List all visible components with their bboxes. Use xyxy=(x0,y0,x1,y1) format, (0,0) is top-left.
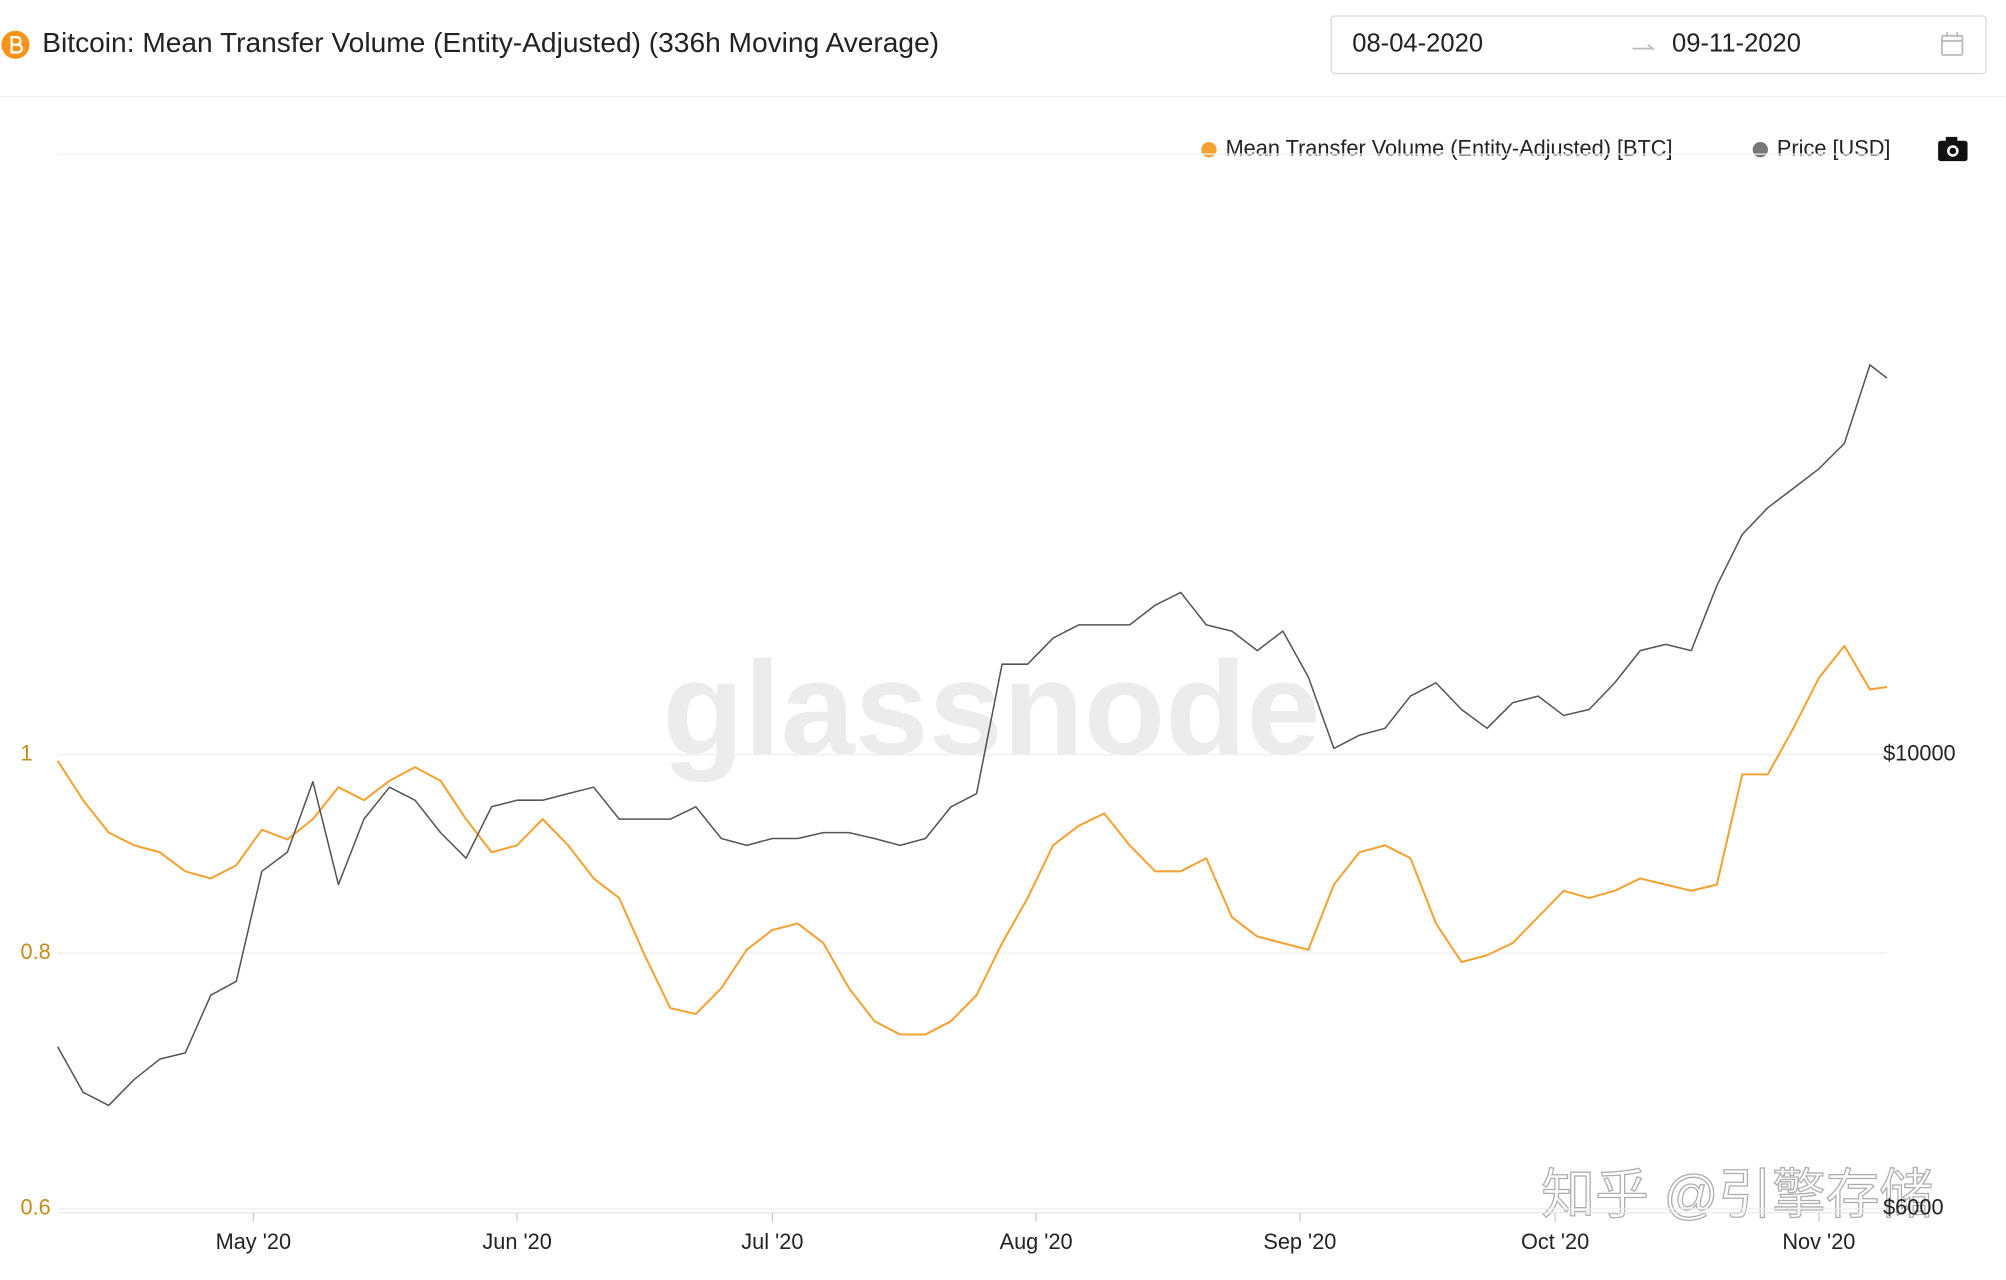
x-tick-label: Jul '20 xyxy=(741,1229,803,1254)
y-tick-label: 1 xyxy=(21,740,33,765)
y-tick-label: 0.8 xyxy=(21,939,51,964)
date-start[interactable]: 08-04-2020 xyxy=(1352,30,1483,58)
header: Bitcoin: Mean Transfer Volume (Entity-Ad… xyxy=(0,15,2006,98)
range-arrow xyxy=(1632,44,1656,50)
legend-label: Mean Transfer Volume (Entity-Adjusted) [… xyxy=(1226,135,1673,160)
x-tick-label: Sep '20 xyxy=(1263,1229,1336,1254)
x-tick-label: Aug '20 xyxy=(1000,1229,1073,1254)
camera-icon[interactable] xyxy=(1938,136,1968,162)
watermark: glassnode xyxy=(663,635,1321,783)
x-tick-label: Oct '20 xyxy=(1521,1229,1589,1254)
plot-area: glassnode 知乎 @引擎存储 0.6 0.8 1 $6000 $10000 May '… xyxy=(21,153,1956,1254)
legend-label: Price [USD] xyxy=(1777,135,1891,160)
series-line xyxy=(56,644,1888,1036)
series-line xyxy=(56,364,1888,1107)
calendar-icon[interactable] xyxy=(1941,31,1964,56)
x-tick-label: Jun '20 xyxy=(482,1229,551,1254)
y2-tick-label: $10000 xyxy=(1883,740,1956,765)
x-tick-label: May '20 xyxy=(216,1229,291,1254)
x-tick-label: Nov '20 xyxy=(1782,1229,1855,1254)
date-range-picker[interactable] xyxy=(1330,15,1987,75)
legend-swatch xyxy=(1752,141,1768,158)
chart-title: Bitcoin: Mean Transfer Volume (Entity-Ad… xyxy=(42,27,939,58)
legend-swatch xyxy=(1201,141,1217,158)
y2-tick-label: $6000 xyxy=(1883,1195,1943,1220)
bitcoin-icon-glyph xyxy=(10,35,23,54)
date-end[interactable]: 09-11-2020 xyxy=(1672,30,1801,58)
legend: Mean Transfer Volume (Entity-Adjusted) [… xyxy=(1201,135,1890,160)
watermark: 知乎 @引擎存储 xyxy=(1541,1165,1933,1225)
y-tick-label: 0.6 xyxy=(21,1195,51,1220)
